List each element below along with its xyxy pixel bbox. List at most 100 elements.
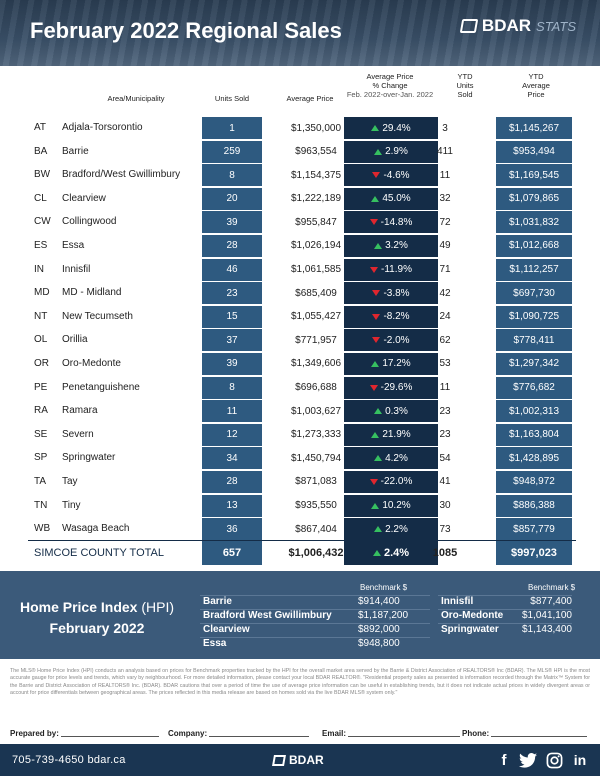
price-change: -3.8% <box>344 282 438 305</box>
table-row: OL Orillia 37 $771,957 -2.0% 62 $778,411 <box>28 328 576 352</box>
ytd-average-price: $1,163,804 <box>496 423 572 446</box>
hpi-area-name: Barrie <box>203 596 232 607</box>
arrow-down-icon <box>369 478 378 485</box>
arrow-up-icon <box>374 526 383 533</box>
hpi-area-name: Clearview <box>203 624 250 635</box>
bdar-footer-logo-icon <box>272 754 286 766</box>
table-row: CW Collingwood 39 $955,847 -14.8% 72 $1,031,83… <box>28 210 576 234</box>
header-background <box>0 0 600 66</box>
area-name: MD - Midland <box>62 287 122 299</box>
area-code: SE <box>34 428 48 440</box>
average-price: $771,957 <box>295 334 337 346</box>
units-sold: 8 <box>202 376 262 399</box>
units-sold: 23 <box>202 282 262 305</box>
area-code: ES <box>34 239 48 251</box>
price-change: -14.8% <box>344 211 438 234</box>
units-sold: 20 <box>202 187 262 210</box>
company-field[interactable]: Company: <box>168 729 310 738</box>
hpi-row: Essa $948,800 <box>200 637 430 651</box>
ytd-average-price: $1,297,342 <box>496 352 572 375</box>
benchmark-label-left: Benchmark $ <box>360 583 408 592</box>
area-name: Penetanguishene <box>62 381 140 393</box>
area-code: BW <box>34 169 51 181</box>
email-field[interactable]: Email: <box>322 729 461 738</box>
total-avg-price: $1,006,432 <box>288 547 344 559</box>
total-units: 657 <box>202 541 262 565</box>
hpi-benchmark-value: $1,041,100 <box>521 610 572 621</box>
ytd-units: 42 <box>439 287 451 299</box>
arrow-down-icon <box>369 219 378 226</box>
hpi-row: Oro-Medonte $1,041,100 <box>438 609 572 623</box>
price-change: 17.2% <box>344 352 438 375</box>
table-row: RA Ramara 11 $1,003,627 0.3% 23 $1,002,313 <box>28 399 576 423</box>
hpi-area-name: Oro-Medonte <box>441 610 504 621</box>
col-header-avg-price: Average Price <box>286 94 334 103</box>
ytd-units: 41 <box>439 476 451 488</box>
units-sold: 28 <box>202 234 262 257</box>
average-price: $963,554 <box>295 146 337 158</box>
sales-table: AT Adjala-Torsorontio 1 $1,350,000 29.4% 3 $1,… <box>28 116 576 541</box>
table-row: WB Wasaga Beach 36 $867,404 2.2% 73 $857,779 <box>28 517 576 541</box>
table-row: MD MD - Midland 23 $685,409 -3.8% 42 $697,730 <box>28 281 576 305</box>
disclaimer-text: The MLS® Home Price Index (HPI) conducts… <box>10 668 590 697</box>
twitter-icon[interactable] <box>518 750 538 770</box>
ytd-units: 24 <box>439 311 451 323</box>
hpi-benchmark-value: $948,800 <box>358 638 400 649</box>
facebook-icon[interactable]: f <box>501 751 507 769</box>
footer-bar: 705-739-4650 bdar.ca BDAR f in <box>0 744 600 776</box>
units-sold: 39 <box>202 352 262 375</box>
area-name: Innisfil <box>62 263 91 275</box>
units-sold: 13 <box>202 494 262 517</box>
area-code: PE <box>34 381 48 393</box>
arrow-down-icon <box>372 290 381 297</box>
table-row: PE Penetanguishene 8 $696,688 -29.6% 11 $776,6… <box>28 376 576 400</box>
units-sold: 15 <box>202 305 262 328</box>
average-price: $1,273,333 <box>290 429 342 441</box>
prepared-by-field[interactable]: Prepared by: <box>10 729 159 738</box>
price-change: -11.9% <box>344 258 438 281</box>
area-code: TA <box>34 475 47 487</box>
hpi-benchmark-value: $877,400 <box>530 596 572 607</box>
instagram-icon[interactable] <box>544 750 564 770</box>
phone-field[interactable]: Phone: <box>462 729 588 738</box>
ytd-average-price: $697,730 <box>496 282 572 305</box>
ytd-units: 62 <box>439 334 451 346</box>
price-change: 4.2% <box>344 447 438 470</box>
area-code: OL <box>34 334 48 346</box>
col-header-change: Average Price% Change Feb. 2022-over-Jan.… <box>346 72 434 99</box>
average-price: $1,154,375 <box>290 169 342 181</box>
price-change: 3.2% <box>344 234 438 257</box>
table-row: CL Clearview 20 $1,222,189 45.0% 32 $1,079,865 <box>28 187 576 211</box>
hpi-row: Clearview $892,000 <box>200 623 430 637</box>
hpi-benchmark-value: $892,000 <box>358 624 400 635</box>
price-change: -8.2% <box>344 305 438 328</box>
average-price: $1,222,189 <box>290 193 342 205</box>
table-row: TA Tay 28 $871,083 -22.0% 41 $948,972 <box>28 470 576 494</box>
units-sold: 28 <box>202 470 262 493</box>
units-sold: 34 <box>202 447 262 470</box>
area-name: Collingwood <box>62 216 117 228</box>
footer-contact[interactable]: 705-739-4650 bdar.ca <box>12 754 126 766</box>
hpi-title: Home Price Index (HPI) February 2022 <box>19 599 175 636</box>
hpi-row: Barrie $914,400 <box>200 595 430 609</box>
arrow-down-icon <box>370 266 379 273</box>
area-name: Clearview <box>62 192 106 204</box>
linkedin-icon[interactable]: in <box>573 752 587 768</box>
table-row: SE Severn 12 $1,273,333 21.9% 23 $1,163,804 <box>28 423 576 447</box>
table-row: IN Innisfil 46 $1,061,585 -11.9% 71 $1,112,257 <box>28 258 576 282</box>
total-ytd-avg: $997,023 <box>496 541 572 565</box>
ytd-units: 23 <box>439 405 451 417</box>
arrow-up-icon <box>371 502 380 509</box>
price-change: 2.2% <box>344 518 438 541</box>
price-change: 29.4% <box>344 117 438 139</box>
ytd-average-price: $1,112,257 <box>496 258 572 281</box>
average-price: $1,055,427 <box>290 311 342 323</box>
units-sold: 12 <box>202 423 262 446</box>
ytd-units: 411 <box>437 146 453 158</box>
table-row: BW Bradford/West Gwillimbury 8 $1,154,375 -4… <box>28 163 576 187</box>
price-change: 0.3% <box>344 400 438 423</box>
area-code: MD <box>34 287 50 299</box>
average-price: $935,550 <box>295 500 337 511</box>
area-code: CW <box>34 216 51 228</box>
table-row: SP Springwater 34 $1,450,794 4.2% 54 $1,428,89… <box>28 446 576 470</box>
